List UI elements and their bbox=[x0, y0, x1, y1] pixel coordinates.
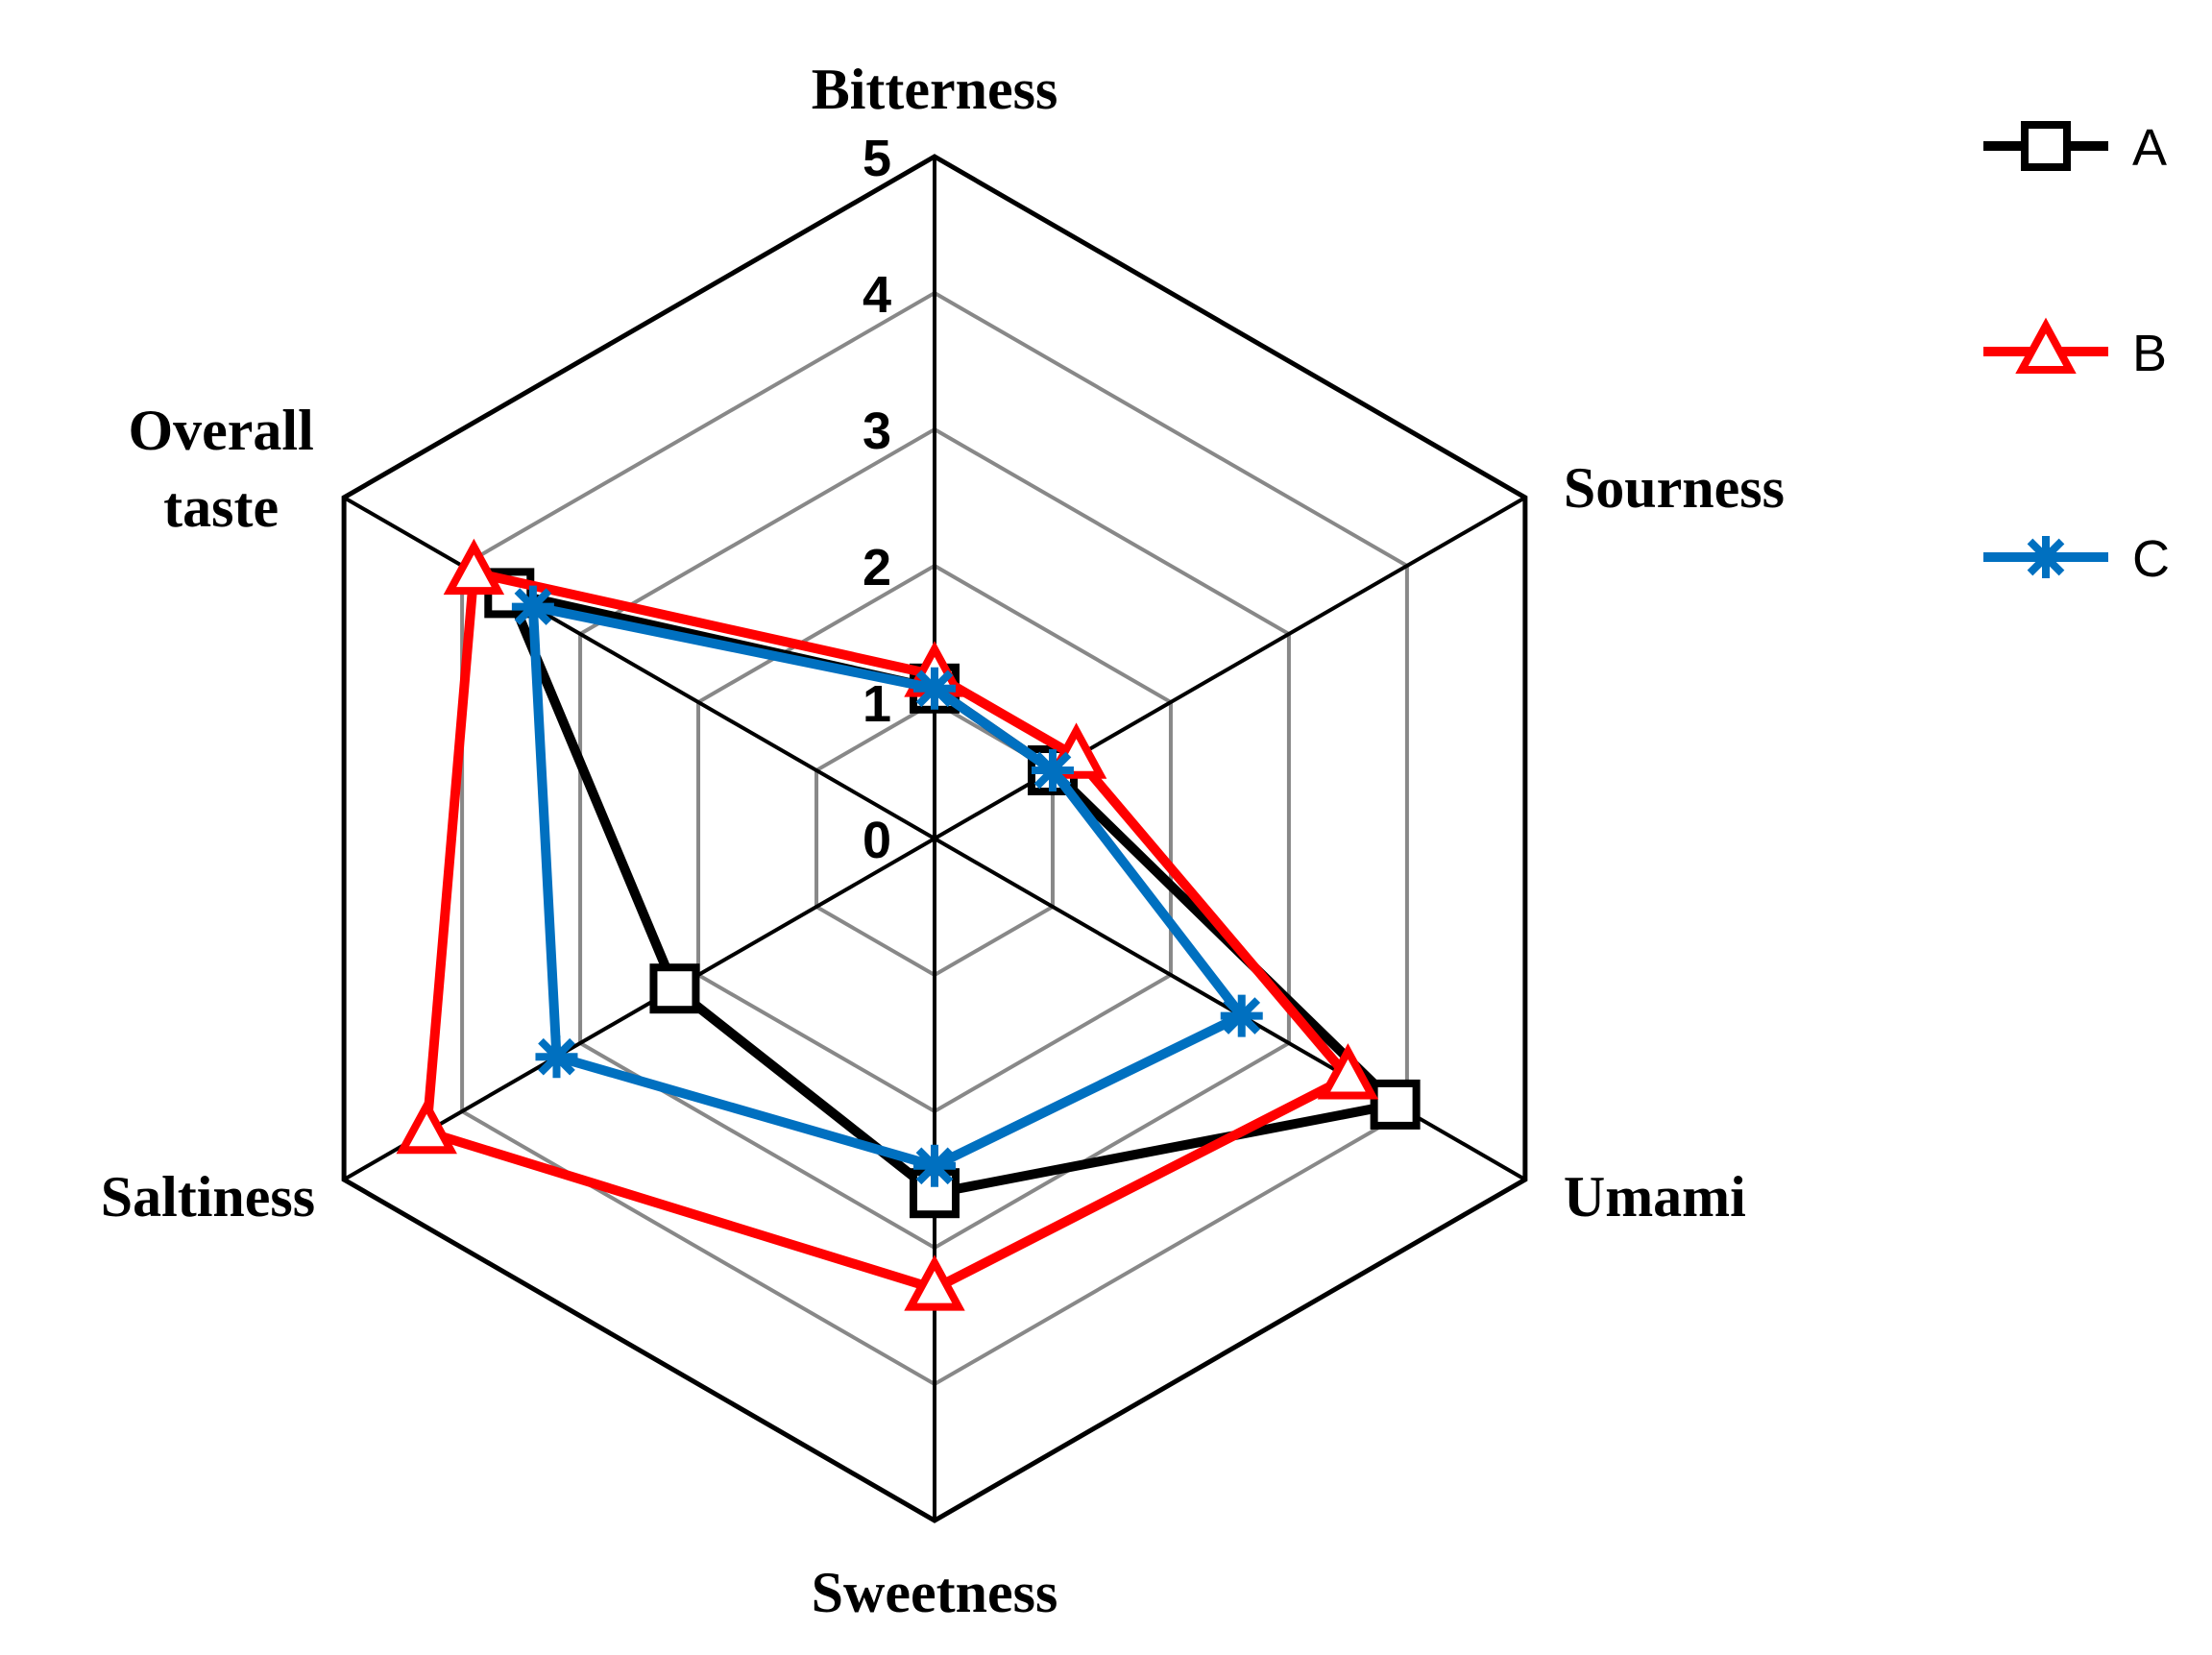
legend-marker-B bbox=[2015, 317, 2077, 374]
legend-label-C: C bbox=[2132, 530, 2170, 588]
data-point-C-bitterness bbox=[913, 667, 956, 710]
axis-label-bitterness: Bitterness bbox=[812, 58, 1058, 121]
tick-label-0: 0 bbox=[863, 812, 891, 869]
axis-label-sweetness: Sweetness bbox=[812, 1561, 1058, 1624]
tick-label-5: 5 bbox=[863, 130, 891, 187]
data-point-A-umami bbox=[1370, 1079, 1421, 1130]
data-point-C-sourness bbox=[1031, 749, 1074, 791]
legend-marker-A bbox=[2021, 121, 2071, 171]
legend: A B C bbox=[1983, 119, 2170, 588]
radar-series bbox=[396, 538, 1421, 1311]
legend-item-C: C bbox=[1983, 530, 2170, 588]
data-point-B-overall-taste bbox=[443, 538, 505, 596]
radial-tick-labels: 0 1 2 3 4 5 bbox=[863, 130, 891, 869]
axis-spoke-5 bbox=[343, 496, 936, 840]
axis-labels: Bitterness Sourness Umami Sweetness Saltines… bbox=[101, 58, 1785, 1624]
axis-spoke-1 bbox=[934, 496, 1526, 840]
axis-label-saltiness: Saltiness bbox=[101, 1165, 315, 1229]
data-point-C-umami bbox=[1220, 994, 1263, 1037]
legend-marker-C bbox=[2025, 536, 2067, 578]
series-B bbox=[396, 538, 1379, 1311]
data-point-C-sweetness bbox=[913, 1144, 956, 1187]
legend-label-A: A bbox=[2132, 119, 2167, 177]
legend-item-B: B bbox=[1983, 317, 2167, 382]
axis-label-overall-taste: Overall taste bbox=[128, 399, 313, 539]
legend-label-B: B bbox=[2132, 325, 2167, 382]
data-point-A-saltiness bbox=[649, 963, 700, 1014]
axis-label-umami: Umami bbox=[1564, 1165, 1746, 1229]
axis-label-sourness: Sourness bbox=[1564, 456, 1785, 520]
series-C bbox=[511, 585, 1263, 1187]
tick-label-1: 1 bbox=[863, 675, 891, 733]
tick-label-4: 4 bbox=[863, 266, 891, 324]
radar-axes bbox=[343, 157, 1526, 1521]
data-point-B-sweetness bbox=[904, 1254, 965, 1311]
tick-label-3: 3 bbox=[863, 402, 891, 460]
data-point-C-overall-taste bbox=[511, 585, 554, 628]
tick-label-2: 2 bbox=[863, 539, 891, 596]
data-point-C-saltiness bbox=[535, 1035, 578, 1079]
data-point-B-saltiness bbox=[396, 1097, 457, 1155]
axis-spoke-4 bbox=[343, 837, 936, 1181]
legend-item-A: A bbox=[1983, 119, 2167, 177]
data-point-B-umami bbox=[1317, 1043, 1379, 1100]
